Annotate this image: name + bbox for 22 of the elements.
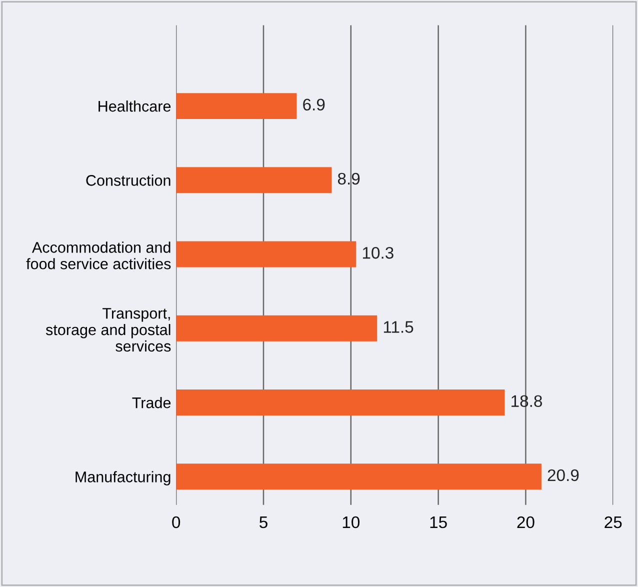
data-label: 6.9	[303, 98, 325, 111]
x-tick-label: 10	[342, 516, 360, 528]
y-tick-label: Accommodation and food service activities	[26, 242, 171, 270]
x-tick-label: 5	[260, 516, 268, 528]
bar	[176, 315, 378, 342]
x-tick-label: 20	[517, 516, 534, 528]
y-tick-label: Trade	[132, 396, 171, 408]
data-label: 10.3	[362, 246, 394, 259]
bar	[176, 390, 505, 416]
x-tick-label: 15	[430, 516, 447, 528]
bar	[176, 464, 542, 490]
x-tick-label: 0	[172, 516, 180, 528]
bar	[176, 93, 297, 120]
bar	[176, 167, 332, 194]
y-tick-label: Transport, storage and postal services	[46, 308, 171, 352]
data-label: 11.5	[384, 321, 414, 333]
y-tick-label: Healthcare	[98, 100, 171, 112]
data-label: 20.9	[548, 469, 579, 482]
y-tick-label: Construction	[86, 174, 170, 186]
bar	[176, 241, 356, 268]
y-tick-label: Manufacturing	[76, 471, 170, 486]
x-tick-label: 25	[604, 516, 622, 528]
